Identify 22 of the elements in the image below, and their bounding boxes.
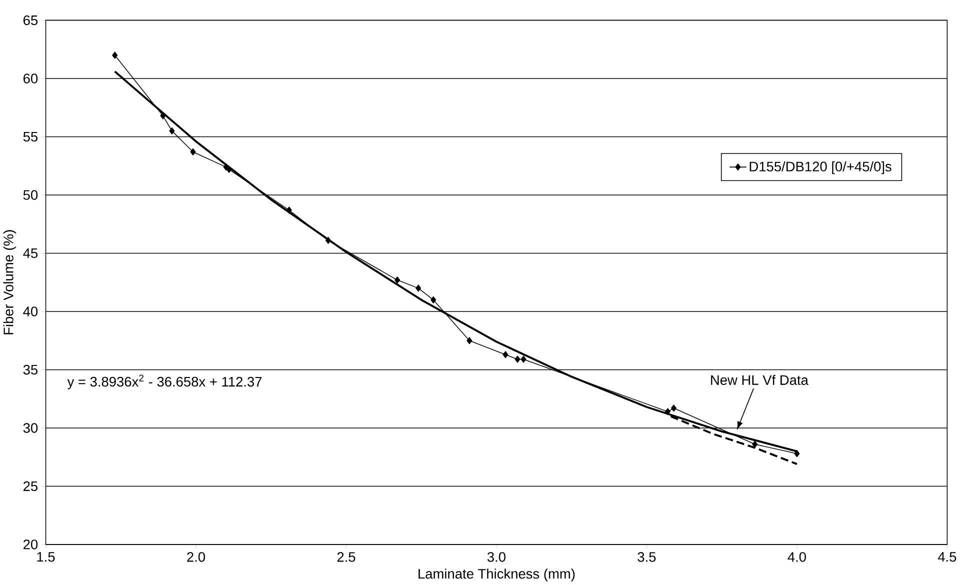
y-tick-label: 60 <box>24 74 38 84</box>
x-tick-label: 4.5 <box>938 552 956 562</box>
x-axis-title: Laminate Thickness (mm) <box>418 568 575 582</box>
annotation: New HL Vf Data <box>711 375 808 386</box>
y-tick-label: 65 <box>24 16 38 26</box>
y-axis-title: Fiber Volume (%) <box>3 230 16 334</box>
y-tick-label: 20 <box>24 540 38 550</box>
x-tick-label: 4.0 <box>788 552 806 562</box>
x-tick-label: 3.0 <box>487 552 506 562</box>
y-tick-label: 45 <box>23 248 38 258</box>
y-tick-label: 50 <box>23 190 38 200</box>
y-tick-label: 25 <box>24 482 38 492</box>
x-tick-label: 1.5 <box>37 552 55 562</box>
x-tick-label: 3.5 <box>638 552 656 562</box>
y-tick-label: 30 <box>23 423 38 434</box>
y-tick-label: 55 <box>23 132 38 142</box>
x-tick-label: 2.0 <box>187 552 206 562</box>
x-tick-label: 2.5 <box>337 552 356 562</box>
y-tick-label: 40 <box>23 306 38 317</box>
y-tick-label: 35 <box>23 365 38 375</box>
legend-label: D155/DB120 [0/+45/0]s <box>750 162 892 174</box>
annotation: y = 3.8936x$^{2}$ - 36.658x + 112.37 <box>67 374 262 390</box>
